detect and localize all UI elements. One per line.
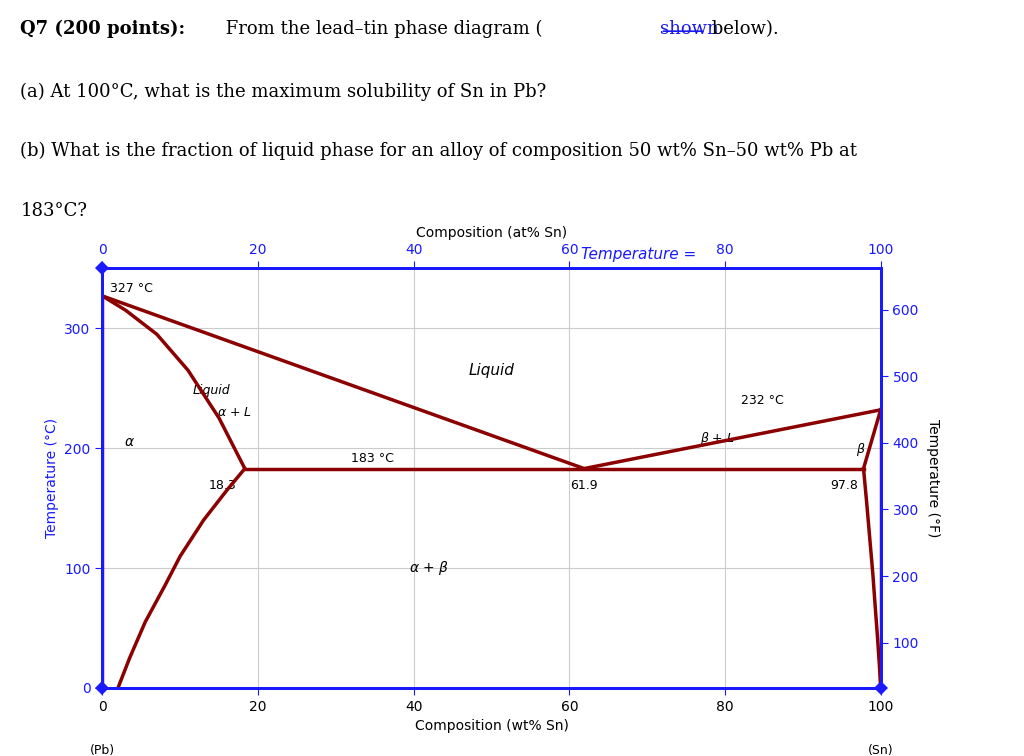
Text: Liquid: Liquid — [469, 363, 514, 378]
Text: Temperature =: Temperature = — [581, 246, 696, 262]
Text: (Sn): (Sn) — [867, 745, 894, 756]
Text: 18.3: 18.3 — [209, 479, 237, 492]
Text: shown: shown — [660, 20, 719, 38]
Text: $\alpha$ + $\beta$: $\alpha$ + $\beta$ — [410, 559, 450, 577]
Y-axis label: Temperature (°C): Temperature (°C) — [45, 418, 58, 538]
Text: From the lead–tin phase diagram (: From the lead–tin phase diagram ( — [220, 20, 543, 39]
Text: $\alpha$ + L: $\alpha$ + L — [217, 406, 252, 419]
Text: 327 °C: 327 °C — [111, 282, 153, 295]
Text: (Pb): (Pb) — [90, 745, 115, 756]
Text: 183°C?: 183°C? — [20, 202, 87, 220]
Text: $\beta$ + L: $\beta$ + L — [699, 430, 734, 447]
X-axis label: Composition (at% Sn): Composition (at% Sn) — [416, 226, 567, 240]
Text: Liquid: Liquid — [193, 384, 230, 397]
Text: 97.8: 97.8 — [830, 479, 858, 492]
X-axis label: Composition (wt% Sn): Composition (wt% Sn) — [415, 719, 568, 733]
Text: (a) At 100°C, what is the maximum solubility of Sn in Pb?: (a) At 100°C, what is the maximum solubi… — [20, 82, 547, 101]
Text: $\alpha$: $\alpha$ — [124, 435, 135, 449]
Text: $\beta$: $\beta$ — [856, 441, 866, 458]
Y-axis label: Temperature (°F): Temperature (°F) — [926, 419, 940, 538]
Text: 183 °C: 183 °C — [351, 452, 394, 465]
Text: Q7 (200 points):: Q7 (200 points): — [20, 20, 185, 39]
Text: 61.9: 61.9 — [570, 479, 598, 492]
Text: 232 °C: 232 °C — [740, 395, 783, 407]
Text: (b) What is the fraction of liquid phase for an alloy of composition 50 wt% Sn–5: (b) What is the fraction of liquid phase… — [20, 142, 857, 160]
Text: below).: below). — [706, 20, 778, 38]
